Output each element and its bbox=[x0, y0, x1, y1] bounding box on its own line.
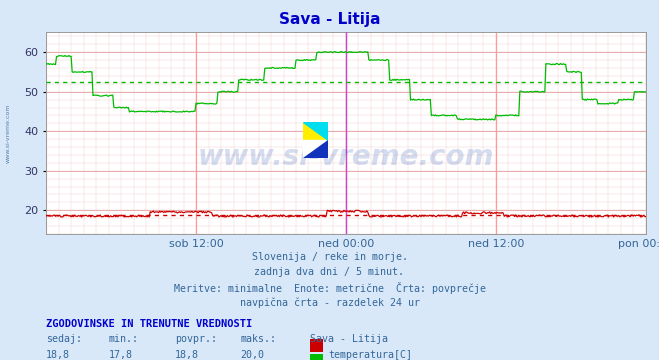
Text: povpr.:: povpr.: bbox=[175, 334, 217, 344]
Text: min.:: min.: bbox=[109, 334, 139, 344]
Text: 20,0: 20,0 bbox=[241, 350, 264, 360]
Text: 18,8: 18,8 bbox=[175, 350, 198, 360]
Text: maks.:: maks.: bbox=[241, 334, 277, 344]
Text: 18,8: 18,8 bbox=[46, 350, 70, 360]
Text: Meritve: minimalne  Enote: metrične  Črta: povprečje: Meritve: minimalne Enote: metrične Črta:… bbox=[173, 282, 486, 294]
Text: sedaj:: sedaj: bbox=[46, 334, 82, 344]
Text: Slovenija / reke in morje.: Slovenija / reke in morje. bbox=[252, 252, 407, 262]
Text: temperatura[C]: temperatura[C] bbox=[328, 350, 412, 360]
Text: navpična črta - razdelek 24 ur: navpična črta - razdelek 24 ur bbox=[239, 297, 420, 308]
Text: ZGODOVINSKE IN TRENUTNE VREDNOSTI: ZGODOVINSKE IN TRENUTNE VREDNOSTI bbox=[46, 319, 252, 329]
Text: Sava - Litija: Sava - Litija bbox=[310, 334, 387, 344]
Text: www.si-vreme.com: www.si-vreme.com bbox=[198, 143, 494, 171]
Bar bbox=[303, 140, 328, 158]
Text: zadnja dva dni / 5 minut.: zadnja dva dni / 5 minut. bbox=[254, 267, 405, 277]
Polygon shape bbox=[303, 140, 328, 158]
Text: Sava - Litija: Sava - Litija bbox=[279, 12, 380, 27]
Polygon shape bbox=[303, 122, 328, 140]
Bar bbox=[303, 122, 328, 140]
Text: www.si-vreme.com: www.si-vreme.com bbox=[5, 103, 11, 163]
Text: 17,8: 17,8 bbox=[109, 350, 132, 360]
